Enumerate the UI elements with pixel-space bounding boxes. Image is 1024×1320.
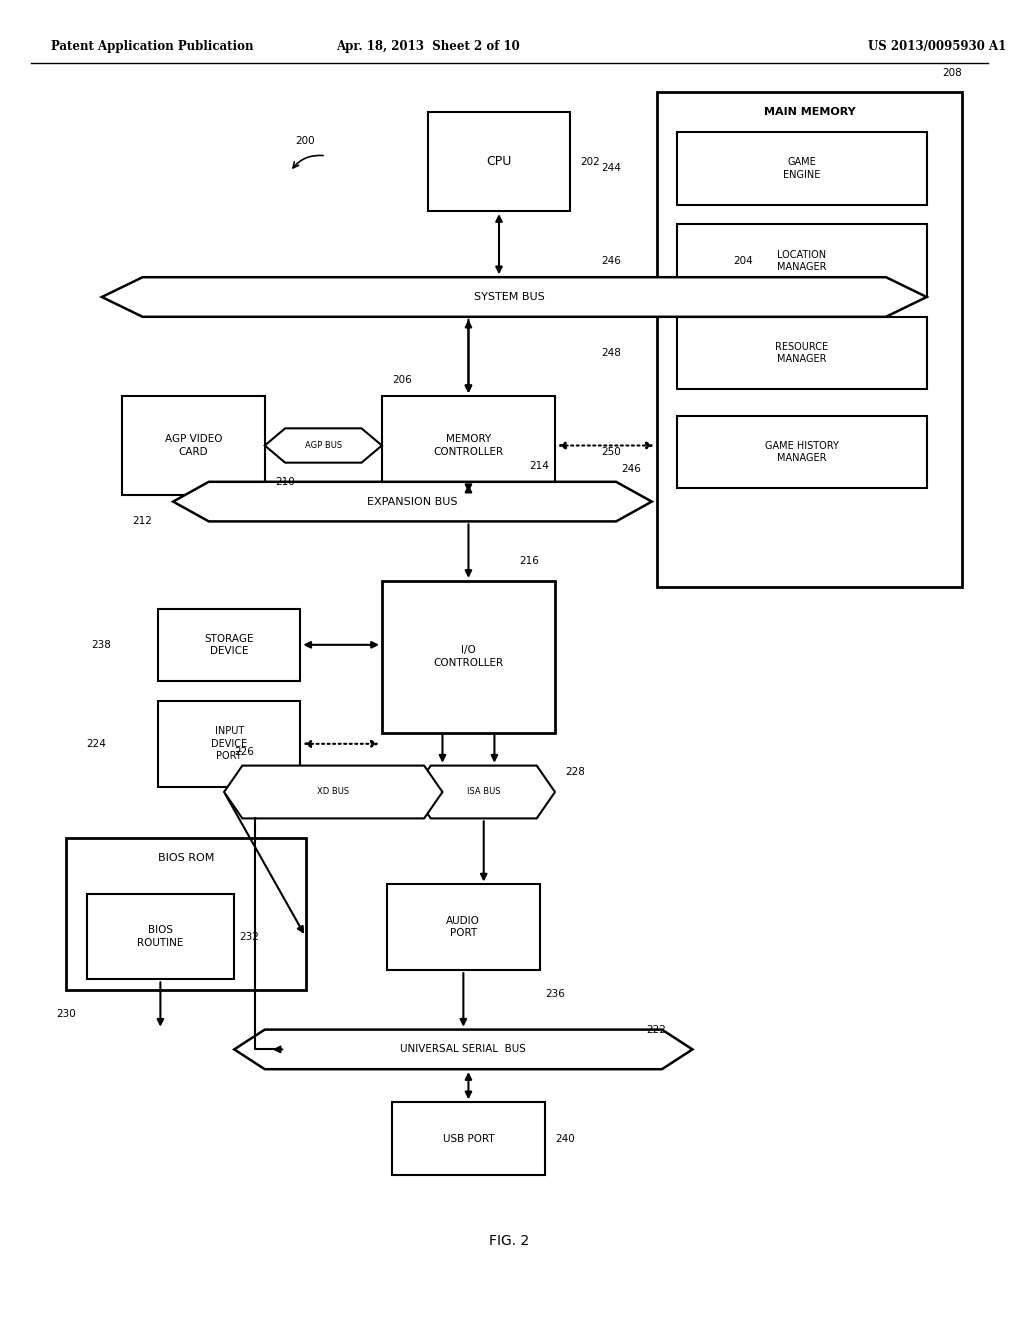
- Text: ISA BUS: ISA BUS: [467, 788, 501, 796]
- FancyBboxPatch shape: [122, 396, 265, 495]
- Polygon shape: [101, 277, 927, 317]
- Text: 208: 208: [942, 67, 962, 78]
- Text: CPU: CPU: [486, 156, 512, 168]
- Text: US 2013/0095930 A1: US 2013/0095930 A1: [867, 40, 1006, 53]
- Text: 212: 212: [132, 516, 153, 527]
- Text: I/O
CONTROLLER: I/O CONTROLLER: [433, 645, 504, 668]
- Text: AGP VIDEO
CARD: AGP VIDEO CARD: [165, 434, 222, 457]
- Text: AUDIO
PORT: AUDIO PORT: [446, 916, 480, 939]
- Text: MAIN MEMORY: MAIN MEMORY: [764, 107, 855, 117]
- FancyBboxPatch shape: [158, 609, 300, 681]
- Text: RESOURCE
MANAGER: RESOURCE MANAGER: [775, 342, 828, 364]
- FancyBboxPatch shape: [656, 92, 963, 587]
- Text: 248: 248: [601, 348, 621, 358]
- Text: 244: 244: [601, 164, 621, 173]
- Text: INPUT
DEVICE
PORT: INPUT DEVICE PORT: [211, 726, 247, 762]
- Text: 214: 214: [529, 461, 550, 471]
- Text: BIOS
ROUTINE: BIOS ROUTINE: [137, 925, 183, 948]
- Polygon shape: [224, 766, 442, 818]
- Text: BIOS ROM: BIOS ROM: [158, 853, 214, 863]
- Text: Apr. 18, 2013  Sheet 2 of 10: Apr. 18, 2013 Sheet 2 of 10: [336, 40, 519, 53]
- Text: 246: 246: [601, 256, 621, 265]
- Text: 228: 228: [565, 767, 585, 777]
- FancyBboxPatch shape: [87, 894, 234, 979]
- FancyBboxPatch shape: [392, 1102, 545, 1175]
- FancyBboxPatch shape: [677, 132, 927, 205]
- FancyBboxPatch shape: [382, 396, 555, 495]
- Text: 236: 236: [545, 989, 564, 999]
- Text: MEMORY
CONTROLLER: MEMORY CONTROLLER: [433, 434, 504, 457]
- FancyBboxPatch shape: [677, 416, 927, 488]
- Text: 230: 230: [56, 1008, 76, 1019]
- Text: UNIVERSAL SERIAL  BUS: UNIVERSAL SERIAL BUS: [400, 1044, 526, 1055]
- Text: USB PORT: USB PORT: [442, 1134, 495, 1143]
- Text: 238: 238: [92, 640, 112, 649]
- Polygon shape: [147, 284, 881, 310]
- Text: LOCATION
MANAGER: LOCATION MANAGER: [777, 249, 826, 272]
- Text: 202: 202: [581, 157, 600, 166]
- Text: 204: 204: [733, 256, 753, 267]
- Polygon shape: [265, 428, 382, 463]
- Polygon shape: [234, 1030, 692, 1069]
- Text: 210: 210: [275, 478, 295, 487]
- Text: 232: 232: [240, 932, 259, 941]
- FancyBboxPatch shape: [387, 884, 540, 970]
- Text: 246: 246: [622, 463, 641, 474]
- Text: Patent Application Publication: Patent Application Publication: [51, 40, 253, 53]
- Text: 222: 222: [647, 1024, 667, 1035]
- FancyBboxPatch shape: [677, 224, 927, 297]
- Text: 240: 240: [555, 1134, 574, 1143]
- Text: 200: 200: [295, 136, 315, 147]
- Text: 250: 250: [601, 447, 621, 457]
- Text: 226: 226: [234, 747, 254, 758]
- FancyBboxPatch shape: [428, 112, 570, 211]
- Text: GAME HISTORY
MANAGER: GAME HISTORY MANAGER: [765, 441, 839, 463]
- Text: SYSTEM BUS: SYSTEM BUS: [474, 292, 545, 302]
- Text: AGP BUS: AGP BUS: [305, 441, 342, 450]
- Text: FIG. 2: FIG. 2: [489, 1234, 529, 1247]
- Polygon shape: [173, 482, 651, 521]
- FancyBboxPatch shape: [382, 581, 555, 733]
- Polygon shape: [413, 766, 555, 818]
- Text: XD BUS: XD BUS: [317, 788, 349, 796]
- Text: EXPANSION BUS: EXPANSION BUS: [368, 496, 458, 507]
- FancyBboxPatch shape: [67, 838, 305, 990]
- FancyBboxPatch shape: [677, 317, 927, 389]
- Text: 216: 216: [519, 556, 540, 566]
- Text: STORAGE
DEVICE: STORAGE DEVICE: [205, 634, 254, 656]
- Text: 224: 224: [87, 739, 106, 748]
- Text: GAME
ENGINE: GAME ENGINE: [783, 157, 820, 180]
- Text: 206: 206: [392, 375, 412, 385]
- FancyBboxPatch shape: [158, 701, 300, 787]
